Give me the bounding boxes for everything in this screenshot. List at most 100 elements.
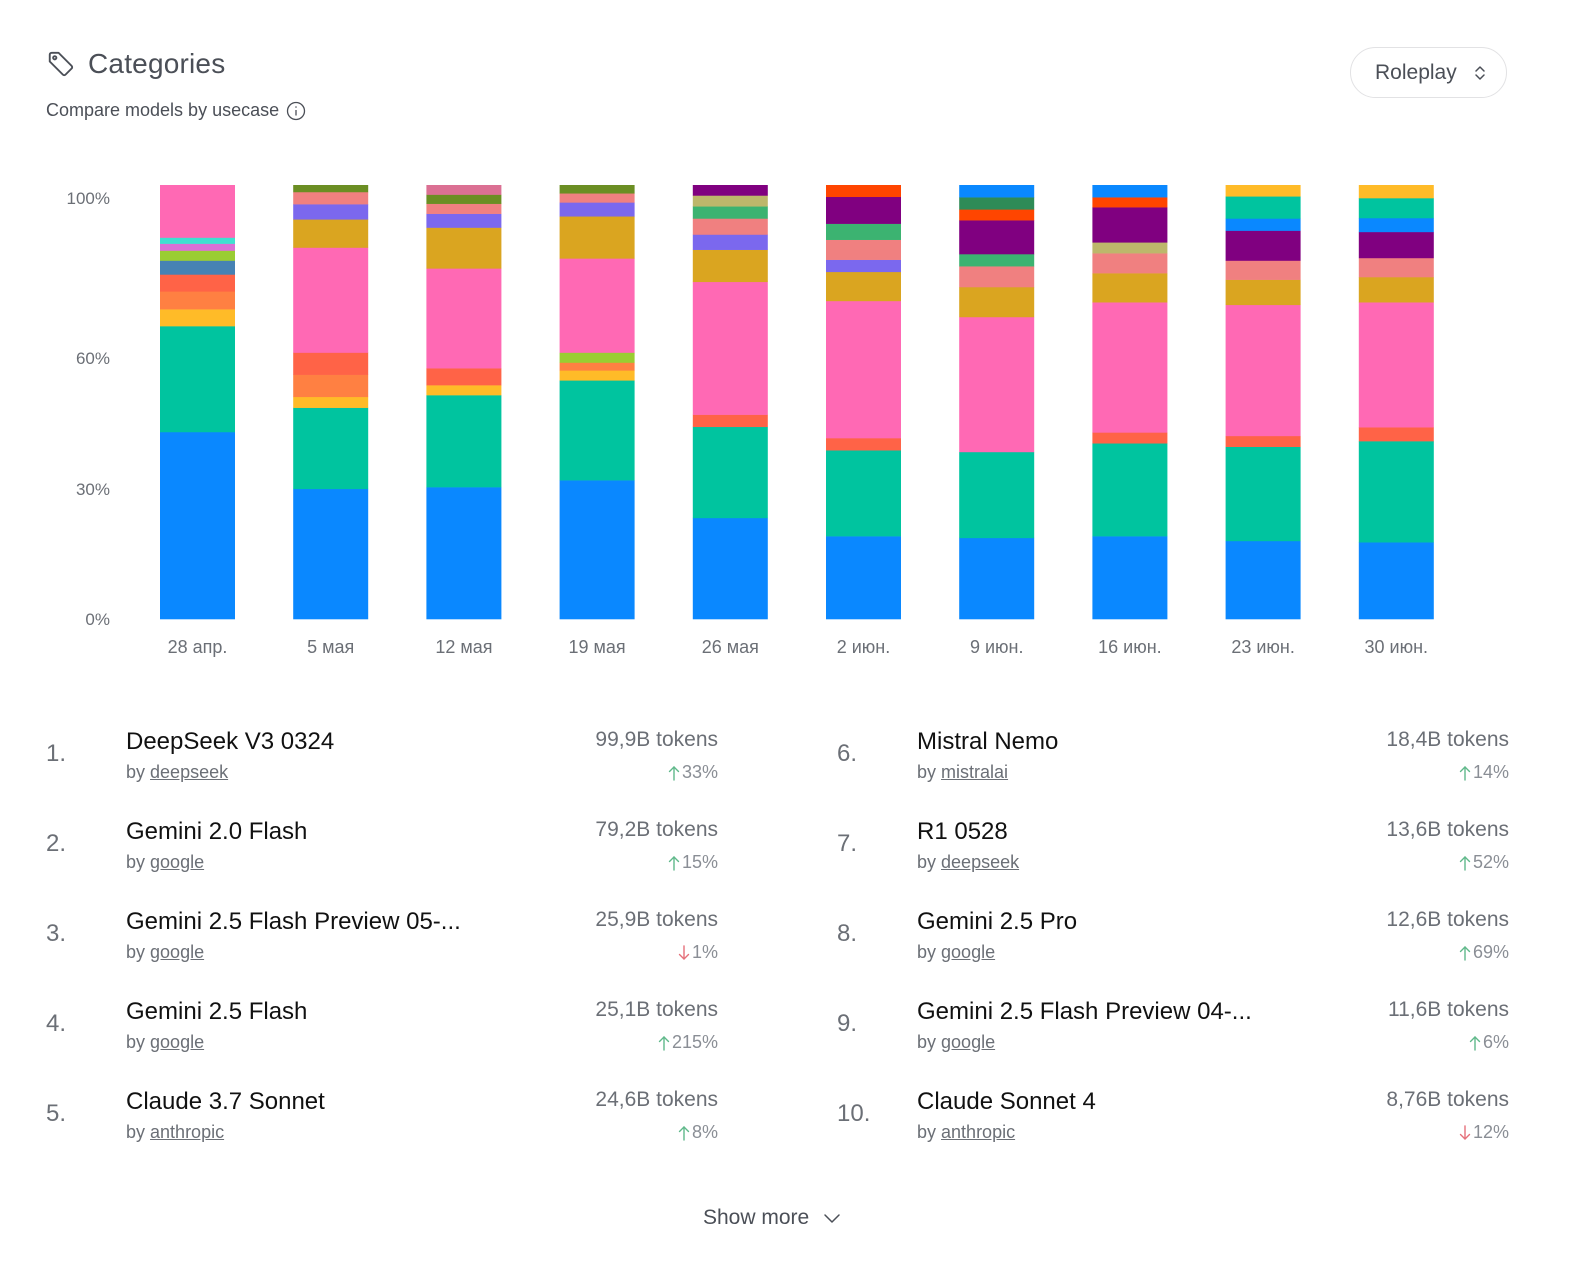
bar-segment[interactable] xyxy=(692,218,768,235)
bar-segment[interactable] xyxy=(160,291,235,310)
bar-segment[interactable] xyxy=(1092,207,1168,243)
bar-segment[interactable] xyxy=(1358,542,1434,620)
bar-segment[interactable] xyxy=(826,196,901,224)
author-link[interactable]: google xyxy=(150,852,205,872)
bar-segment[interactable] xyxy=(692,426,768,519)
bar-segment[interactable] xyxy=(426,185,502,195)
bar-segment[interactable] xyxy=(293,488,369,620)
model-row[interactable]: 4. Gemini 2.5 Flash by google 25,1B tokens 2… xyxy=(46,990,718,1080)
bar-segment[interactable] xyxy=(559,362,635,371)
bar-stack[interactable] xyxy=(160,185,235,620)
bar-stack[interactable] xyxy=(293,185,369,620)
bar-stack[interactable] xyxy=(1358,185,1434,620)
bar-segment[interactable] xyxy=(160,243,235,251)
author-link[interactable]: google xyxy=(941,1032,996,1052)
bar-segment[interactable] xyxy=(293,191,369,205)
bar-segment[interactable] xyxy=(160,326,235,433)
bar-segment[interactable] xyxy=(1092,253,1168,274)
author-link[interactable]: deepseek xyxy=(941,852,1020,872)
bar-segment[interactable] xyxy=(1358,217,1434,233)
bar-segment[interactable] xyxy=(959,220,1035,255)
bar-segment[interactable] xyxy=(826,185,901,198)
model-name-link[interactable]: Claude Sonnet 4 xyxy=(917,1088,1096,1115)
author-link[interactable]: google xyxy=(941,942,996,962)
bar-segment[interactable] xyxy=(1092,432,1168,444)
bar-segment[interactable] xyxy=(1225,279,1301,306)
bar-segment[interactable] xyxy=(1225,304,1301,437)
bar-segment[interactable] xyxy=(1092,273,1168,303)
category-select[interactable]: Roleplay xyxy=(1350,47,1507,98)
model-row[interactable]: 9. Gemini 2.5 Flash Preview 04-... by goog… xyxy=(837,990,1509,1080)
bar-segment[interactable] xyxy=(426,368,502,386)
bar-segment[interactable] xyxy=(293,407,369,490)
bar-segment[interactable] xyxy=(559,202,635,217)
model-name-link[interactable]: Claude 3.7 Sonnet xyxy=(126,1088,325,1115)
bar-segment[interactable] xyxy=(1092,443,1168,537)
bar-segment[interactable] xyxy=(293,374,369,398)
bar-segment[interactable] xyxy=(1092,302,1168,433)
bar-segment[interactable] xyxy=(1225,185,1301,197)
bar-stack[interactable] xyxy=(1092,185,1168,620)
info-icon[interactable] xyxy=(286,101,306,121)
model-name-link[interactable]: Mistral Nemo xyxy=(917,728,1059,755)
author-link[interactable]: deepseek xyxy=(150,762,229,782)
bar-stack[interactable] xyxy=(826,185,901,620)
model-row[interactable]: 7. R1 0528 by deepseek 13,6B tokens 52% xyxy=(837,810,1509,900)
bar-segment[interactable] xyxy=(1092,197,1168,208)
bar-segment[interactable] xyxy=(160,309,235,327)
bar-segment[interactable] xyxy=(1358,302,1434,428)
bar-segment[interactable] xyxy=(692,281,768,415)
bar-segment[interactable] xyxy=(1358,231,1434,259)
author-link[interactable]: anthropic xyxy=(941,1122,1016,1142)
bar-segment[interactable] xyxy=(1225,196,1301,219)
bar-segment[interactable] xyxy=(1092,185,1168,198)
bar-segment[interactable] xyxy=(559,216,635,259)
bar-segment[interactable] xyxy=(1358,441,1434,543)
bar-segment[interactable] xyxy=(160,237,235,244)
author-link[interactable]: google xyxy=(150,942,205,962)
bar-segment[interactable] xyxy=(293,185,369,193)
bar-segment[interactable] xyxy=(826,271,901,302)
model-row[interactable]: 6. Mistral Nemo by mistralai 18,4B tokens 14… xyxy=(837,720,1509,810)
model-name-link[interactable]: Gemini 2.0 Flash xyxy=(126,818,308,845)
bar-segment[interactable] xyxy=(559,352,635,363)
model-name-link[interactable]: Gemini 2.5 Flash Preview 04-... xyxy=(917,998,1252,1025)
bar-segment[interactable] xyxy=(426,213,502,228)
bar-segment[interactable] xyxy=(426,227,502,269)
bar-stack[interactable] xyxy=(692,185,768,620)
model-name-link[interactable]: Gemini 2.5 Flash xyxy=(126,998,308,1025)
bar-segment[interactable] xyxy=(1358,185,1434,199)
bar-segment[interactable] xyxy=(826,300,901,439)
bar-segment[interactable] xyxy=(426,487,502,620)
author-link[interactable]: google xyxy=(150,1032,205,1052)
model-name-link[interactable]: Gemini 2.5 Flash Preview 05-... xyxy=(126,908,461,935)
bar-segment[interactable] xyxy=(692,185,768,196)
author-link[interactable]: anthropic xyxy=(150,1122,225,1142)
bar-segment[interactable] xyxy=(692,517,768,620)
bar-segment[interactable] xyxy=(559,258,635,353)
bar-segment[interactable] xyxy=(692,234,768,250)
bar-segment[interactable] xyxy=(826,450,901,537)
bar-segment[interactable] xyxy=(692,206,768,219)
bar-segment[interactable] xyxy=(160,185,235,238)
bar-segment[interactable] xyxy=(1092,536,1168,620)
model-row[interactable]: 1. DeepSeek V3 0324 by deepseek 99,9B token… xyxy=(46,720,718,810)
bar-segment[interactable] xyxy=(959,537,1035,620)
bar-segment[interactable] xyxy=(426,385,502,396)
bar-segment[interactable] xyxy=(293,219,369,248)
bar-segment[interactable] xyxy=(959,209,1035,221)
bar-segment[interactable] xyxy=(1225,435,1301,448)
model-row[interactable]: 8. Gemini 2.5 Pro by google 12,6B tokens 69% xyxy=(837,900,1509,990)
bar-segment[interactable] xyxy=(1225,540,1301,620)
model-row[interactable]: 2. Gemini 2.0 Flash by google 79,2B tokens 1… xyxy=(46,810,718,900)
bar-segment[interactable] xyxy=(293,352,369,375)
show-more-button[interactable]: Show more xyxy=(703,1206,841,1230)
bar-segment[interactable] xyxy=(959,286,1035,318)
bar-segment[interactable] xyxy=(426,194,502,204)
bar-segment[interactable] xyxy=(293,204,369,220)
bar-segment[interactable] xyxy=(826,259,901,273)
bar-stack[interactable] xyxy=(1225,185,1301,620)
bar-segment[interactable] xyxy=(1358,427,1434,442)
bar-segment[interactable] xyxy=(692,249,768,283)
bar-segment[interactable] xyxy=(559,480,635,620)
